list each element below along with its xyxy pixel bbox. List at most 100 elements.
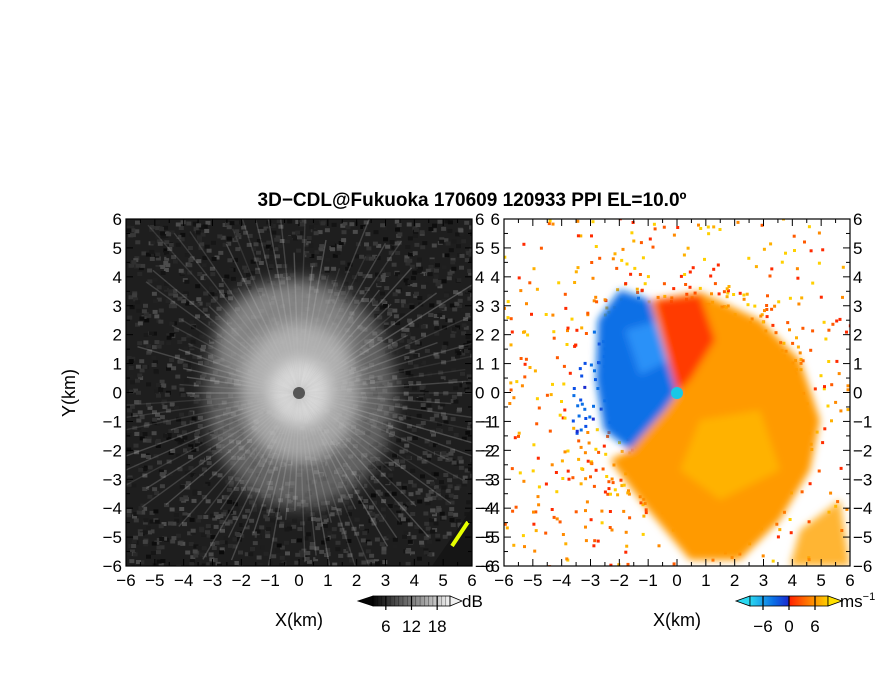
noise-cell — [176, 417, 182, 422]
noise-cell — [461, 436, 467, 441]
noise-cell — [380, 291, 386, 296]
velocity-pixel — [506, 316, 510, 320]
noise-cell — [291, 234, 297, 239]
noise-cell — [196, 545, 202, 550]
noise-cell — [200, 232, 206, 237]
noise-cell — [177, 340, 183, 344]
noise-cell — [453, 432, 459, 437]
noise-cell — [149, 225, 155, 230]
velocity-pixel — [772, 569, 775, 572]
noise-cell — [219, 550, 225, 555]
noise-cell — [202, 483, 208, 488]
noise-cell — [199, 455, 205, 460]
velocity-field — [596, 290, 850, 566]
echo-ray — [298, 392, 438, 480]
y-tick-label-right: 4 — [475, 268, 484, 287]
noise-cell — [185, 350, 191, 355]
y-tick-label-right: −1 — [853, 412, 872, 431]
velocity-pixel — [716, 587, 719, 590]
noise-cell — [225, 479, 231, 484]
noise-cell — [325, 510, 331, 515]
velocity-pixel — [718, 228, 722, 231]
noise-cell — [360, 225, 366, 229]
noise-cell — [408, 252, 413, 257]
noise-cell — [167, 363, 173, 368]
noise-cell — [425, 501, 431, 506]
noise-cell — [156, 297, 162, 302]
noise-cell — [451, 460, 457, 465]
velocity-pixel — [571, 419, 575, 423]
velocity-pixel — [566, 469, 570, 473]
velocity-pixel — [655, 597, 658, 600]
noise-cell — [361, 542, 367, 547]
velocity-pixel — [876, 321, 879, 324]
echo-ray — [232, 228, 300, 394]
noise-cell — [416, 257, 422, 262]
y-tick-label: 1 — [113, 355, 122, 374]
x-tick-label: −1 — [260, 571, 279, 590]
echo-ray — [298, 392, 430, 538]
noise-cell — [416, 423, 422, 428]
noise-cell — [212, 289, 218, 294]
noise-cell — [440, 349, 446, 354]
velocity-pixel — [635, 287, 639, 291]
noise-cell — [129, 389, 134, 394]
velocity-pixel — [782, 341, 786, 345]
noise-cell — [133, 297, 139, 302]
velocity-pixel — [579, 234, 583, 238]
noise-cell — [166, 333, 172, 338]
noise-cell — [363, 220, 369, 225]
velocity-pixel — [639, 241, 643, 245]
noise-cell — [132, 412, 138, 417]
noise-cell — [403, 526, 409, 531]
velocity-pixel — [523, 545, 526, 549]
velocity-pixel — [800, 296, 804, 300]
noise-cell — [414, 525, 420, 530]
velocity-colorbar-unit: ms−1 — [840, 591, 875, 611]
echo-ray — [230, 392, 300, 561]
y-tick-label: 2 — [113, 326, 122, 345]
noise-cell — [214, 540, 220, 545]
noise-cell — [135, 300, 141, 305]
velocity-pixel — [795, 336, 798, 340]
velocity-pixel — [555, 356, 559, 360]
noise-cell — [223, 495, 229, 500]
noise-cell — [392, 292, 398, 297]
noise-cell — [459, 265, 464, 270]
noise-cell — [317, 230, 323, 235]
y-tick-label: −5 — [481, 528, 500, 547]
noise-cell — [246, 272, 251, 277]
noise-cell — [381, 499, 387, 504]
noise-cell — [229, 221, 235, 226]
noise-cell — [406, 424, 412, 429]
noise-cell — [239, 280, 245, 285]
echo-ray — [152, 269, 300, 394]
velocity-pixel — [603, 490, 607, 494]
noise-cell — [134, 400, 140, 405]
x-tick-label: −5 — [523, 571, 542, 590]
noise-cell — [180, 232, 186, 237]
noise-cell — [397, 520, 403, 525]
noise-cell — [219, 547, 225, 552]
noise-cell — [142, 487, 148, 491]
noise-cell — [201, 495, 207, 499]
noise-cell — [429, 416, 435, 421]
velocity-pixel — [753, 304, 757, 308]
noise-cell — [139, 359, 145, 364]
noise-cell — [279, 555, 285, 560]
noise-cell — [214, 255, 220, 260]
velocity-pixel — [643, 599, 646, 602]
velocity-pixel — [699, 227, 703, 230]
velocity-pixel — [644, 511, 648, 515]
noise-cell — [222, 540, 228, 545]
noise-cell — [143, 303, 148, 308]
noise-cell — [208, 552, 214, 557]
velocity-pixel — [762, 247, 766, 251]
noise-cell — [284, 540, 289, 545]
noise-cell — [409, 501, 415, 506]
noise-cell — [351, 275, 357, 280]
noise-cell — [469, 258, 472, 263]
velocity-pixel — [525, 302, 528, 306]
noise-cell — [349, 558, 355, 563]
noise-cell — [292, 267, 298, 272]
